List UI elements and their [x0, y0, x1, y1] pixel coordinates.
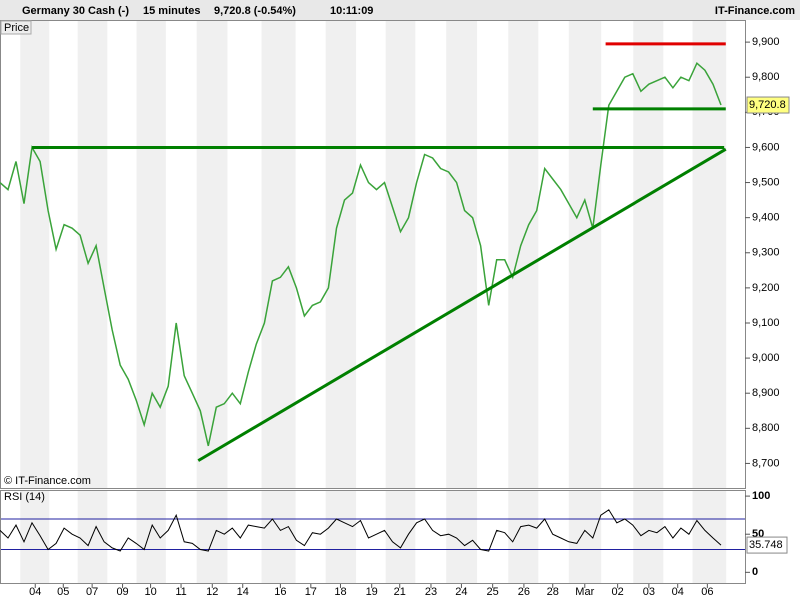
series-line	[0, 61, 722, 447]
day-band	[508, 491, 539, 583]
y-tick-label: 0	[752, 566, 758, 578]
day-band	[692, 21, 727, 488]
y-tick-label: 9,100	[752, 317, 780, 329]
day-band	[692, 491, 727, 583]
last-price-label: 9,720.8	[749, 99, 786, 111]
credit: © IT-Finance.com	[4, 475, 91, 487]
x-tick-label: 21	[394, 586, 406, 598]
x-tick-label: 25	[487, 586, 499, 598]
y-tick-label: 8,700	[752, 457, 780, 469]
price-label-box	[0, 20, 32, 35]
x-tick-label: 04	[672, 586, 684, 598]
y-tick-label: 100	[752, 490, 770, 502]
x-tick-label: 09	[116, 586, 128, 598]
last-rsi-label: 35.748	[749, 539, 783, 551]
price-label: Price	[4, 22, 29, 34]
day-bands	[20, 21, 727, 583]
day-band	[325, 21, 357, 488]
last-rsi-box	[746, 536, 788, 554]
day-band	[633, 491, 664, 583]
y-tick-label: 8,800	[752, 422, 780, 434]
x-tick-label: 26	[518, 586, 530, 598]
x-tick-label: 03	[643, 586, 655, 598]
series-line	[0, 509, 722, 552]
day-band	[136, 21, 166, 488]
x-tick-label: 14	[237, 586, 249, 598]
drawn-line	[197, 147, 727, 462]
y-tick-label: 9,900	[752, 36, 780, 48]
y-tick-label: 9,400	[752, 212, 780, 224]
day-band	[633, 21, 664, 488]
y-tick-label: 9,800	[752, 71, 780, 83]
x-tick-label: 02	[612, 586, 624, 598]
day-band	[196, 21, 228, 488]
y-tick-label: 9,500	[752, 176, 780, 188]
day-band	[20, 21, 50, 488]
y-tick-label: 9,600	[752, 141, 780, 153]
price-frame	[0, 20, 746, 489]
y-tick-label: 9,300	[752, 247, 780, 259]
y-tick-label: 8,900	[752, 387, 780, 399]
rsi-label: RSI (14)	[4, 491, 45, 503]
y-tick-label: 9,000	[752, 352, 780, 364]
day-band	[196, 491, 228, 583]
last-price-box	[746, 96, 790, 114]
x-tick-label: 11	[175, 586, 186, 598]
x-tick-label: 04	[29, 586, 41, 598]
day-band	[261, 21, 296, 488]
x-tick-label: 17	[305, 586, 317, 598]
day-band	[325, 491, 357, 583]
brand: IT-Finance.com	[715, 5, 795, 17]
x-tick-label: 24	[455, 586, 467, 598]
x-tick-label: 07	[86, 586, 98, 598]
interval: 15 minutes	[143, 5, 200, 17]
day-band	[568, 491, 602, 583]
day-band	[385, 21, 416, 488]
x-tick-label: 28	[547, 586, 559, 598]
time: 10:11:09	[330, 5, 373, 17]
x-tick-label: 16	[274, 586, 286, 598]
day-band	[261, 491, 296, 583]
x-tick-label: 10	[144, 586, 156, 598]
y-tick-label: 9,200	[752, 282, 780, 294]
rsi-frame	[0, 490, 746, 584]
x-tick-label: Mar	[575, 586, 594, 598]
day-band	[20, 491, 50, 583]
x-tick-label: 05	[57, 586, 69, 598]
day-band	[446, 21, 478, 488]
x-tick-label: 06	[701, 586, 713, 598]
x-tick-label: 19	[366, 586, 378, 598]
x-tick-label: 18	[334, 586, 346, 598]
day-band	[77, 491, 108, 583]
x-tick-label: 12	[206, 586, 218, 598]
x-tick-label: 23	[425, 586, 437, 598]
instrument: Germany 30 Cash (-)	[22, 5, 129, 17]
quote: 9,720.8 (-0.54%)	[214, 5, 296, 17]
day-band	[385, 491, 416, 583]
day-band	[446, 491, 478, 583]
header-bar	[0, 0, 800, 20]
day-band	[568, 21, 602, 488]
day-band	[508, 21, 539, 488]
